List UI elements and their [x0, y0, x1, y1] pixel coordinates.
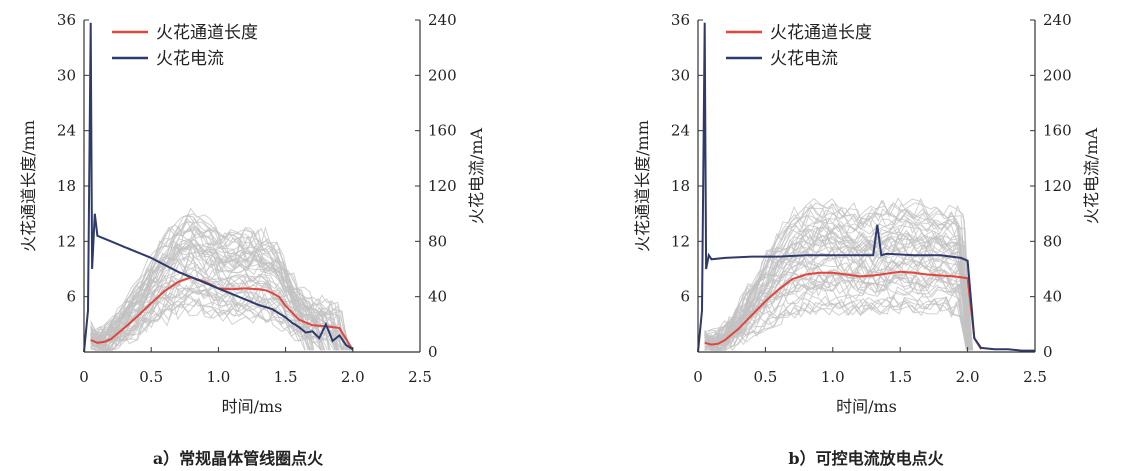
sample-trace [90, 217, 349, 351]
y-left-tick-label: 36 [671, 11, 690, 29]
sample-trace [704, 297, 971, 351]
sample-trace [704, 253, 970, 351]
x-axis-title: 时间/ms [222, 397, 283, 416]
sample-trace [704, 286, 971, 351]
y-right-tick-label: 80 [428, 232, 447, 250]
y-left-axis-title: 火花通道长度/mm [19, 120, 38, 252]
series-line-spark-current [697, 22, 1035, 353]
y-left-tick-label: 24 [57, 122, 76, 140]
sample-traces [90, 207, 352, 352]
sample-trace [704, 296, 968, 351]
y-left-tick-label: 18 [671, 177, 690, 195]
sample-trace [704, 298, 968, 352]
x-tick-label: 1.5 [274, 368, 298, 386]
sample-trace [90, 207, 339, 351]
series-line-spark-current [83, 22, 354, 353]
legend-label: 火花通道长度 [156, 23, 258, 43]
sample-trace [90, 237, 306, 351]
y-right-axis-title: 火花电流/mA [1082, 127, 1101, 224]
legend-label: 火花电流 [156, 49, 224, 69]
y-right-tick-label: 200 [428, 66, 457, 84]
legend-label: 火花电流 [770, 49, 838, 69]
sample-trace [90, 294, 312, 351]
x-tick-label: 1.0 [821, 368, 845, 386]
y-left-tick-label: 18 [57, 177, 76, 195]
sample-trace [704, 283, 968, 351]
y-left-tick-label: 12 [671, 232, 690, 250]
sample-trace [90, 245, 338, 351]
x-tick-label: 0 [79, 368, 89, 386]
y-right-tick-label: 0 [1043, 343, 1053, 361]
series-line-spark-length [90, 276, 354, 351]
sample-trace [90, 213, 345, 351]
y-left-tick-label: 30 [671, 66, 690, 84]
y-right-tick-label: 80 [1043, 232, 1062, 250]
series-line-spark-length [704, 270, 982, 350]
x-axis-title: 时间/ms [836, 397, 897, 416]
y-right-tick-label: 40 [1043, 288, 1062, 306]
y-right-axis-title: 火花电流/mA [467, 127, 486, 224]
x-tick-label: 0 [693, 368, 703, 386]
sample-trace [90, 281, 344, 351]
sample-trace [704, 203, 968, 351]
y-right-tick-label: 160 [1043, 122, 1072, 140]
x-tick-label: 0.5 [753, 368, 777, 386]
x-tick-label: 2.5 [408, 368, 432, 386]
y-left-tick-label: 24 [671, 122, 690, 140]
x-tick-label: 0.5 [139, 368, 163, 386]
y-right-tick-label: 200 [1043, 66, 1072, 84]
x-tick-label: 1.0 [206, 368, 230, 386]
sample-trace [90, 220, 310, 351]
sample-trace [90, 299, 351, 352]
x-tick-label: 2.0 [341, 368, 365, 386]
sample-trace [704, 231, 968, 351]
y-right-tick-label: 120 [1043, 177, 1072, 195]
y-left-tick-label: 6 [680, 288, 690, 306]
sample-trace [90, 287, 335, 351]
x-tick-label: 1.5 [888, 368, 912, 386]
sample-trace [90, 242, 322, 351]
x-tick-label: 2.5 [1023, 368, 1047, 386]
y-right-tick-label: 240 [1043, 11, 1072, 29]
sample-trace [90, 299, 323, 352]
y-left-tick-label: 36 [57, 11, 76, 29]
sample-trace [90, 301, 338, 351]
y-right-tick-label: 40 [428, 288, 447, 306]
figure-caption: b）可控电流放电点火 [788, 449, 944, 468]
y-right-tick-label: 0 [428, 343, 438, 361]
sample-trace [704, 225, 968, 351]
y-left-tick-label: 30 [57, 66, 76, 84]
y-right-tick-label: 120 [428, 177, 457, 195]
sample-trace [704, 202, 970, 351]
legend-label: 火花通道长度 [770, 23, 872, 43]
y-right-tick-label: 240 [428, 11, 457, 29]
chart-panel-1: 0 0.5 1.0 1.5 2.0 2.5 6 12 18 24 30 36 0 40 80 120 160 20… [19, 11, 486, 468]
y-left-tick-label: 12 [57, 232, 76, 250]
sample-trace [704, 275, 968, 351]
chart-panel-2: 0 0.5 1.0 1.5 2.0 2.5 6 12 18 24 30 36 0 40 80 120 160 20… [633, 11, 1101, 468]
sample-trace [90, 228, 309, 351]
x-tick-label: 2.0 [956, 368, 980, 386]
y-left-tick-label: 6 [66, 288, 76, 306]
y-right-tick-label: 160 [428, 122, 457, 140]
y-left-axis-title: 火花通道长度/mm [633, 120, 652, 252]
figure-caption: a）常规晶体管线圈点火 [153, 449, 324, 468]
